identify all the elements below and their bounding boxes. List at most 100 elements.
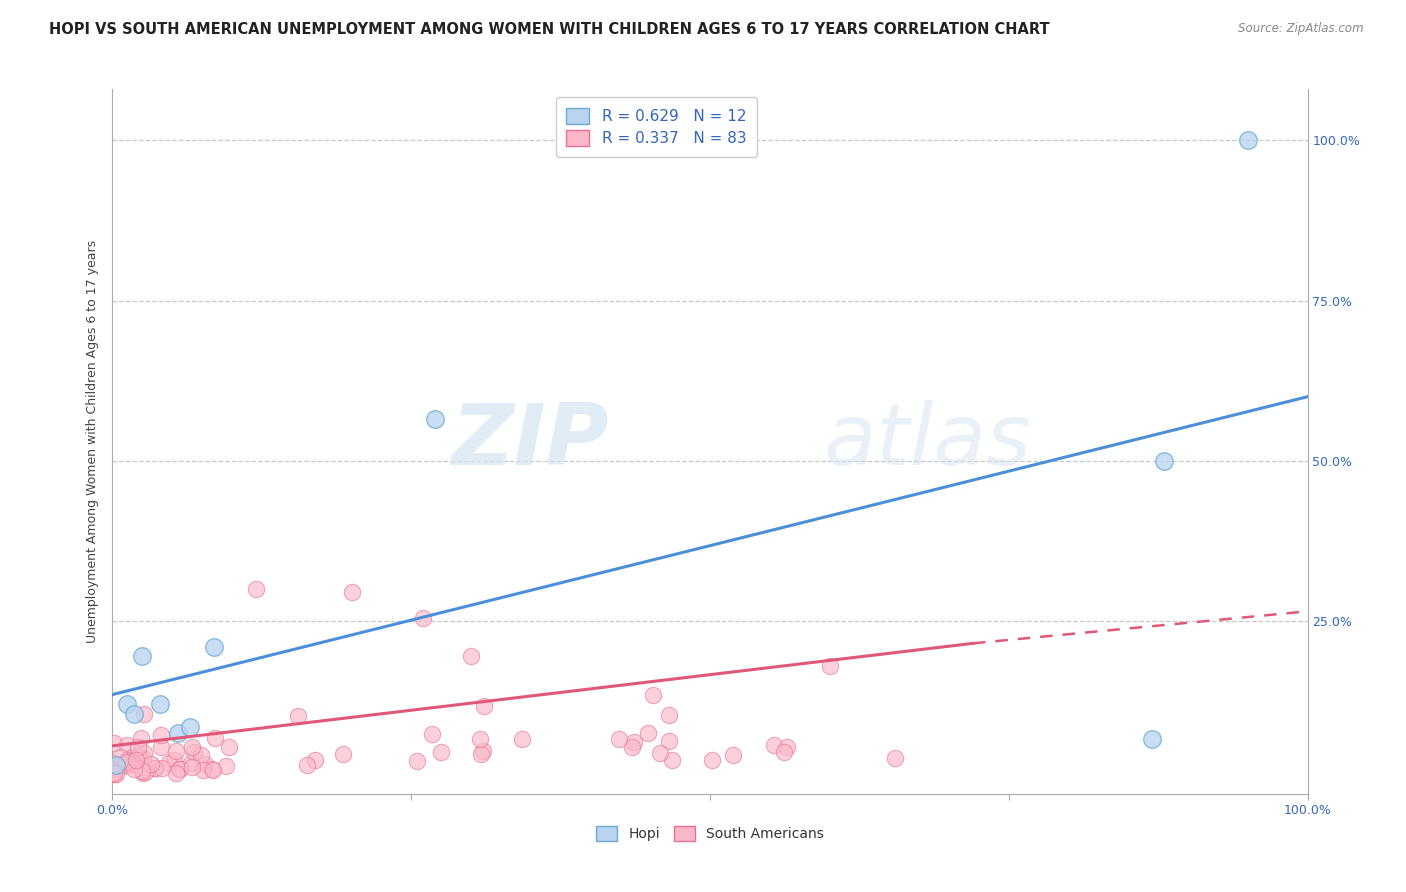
- Point: [127, 739, 149, 754]
- Point: [702, 753, 724, 767]
- Point: [190, 747, 212, 762]
- Point: [114, 756, 136, 770]
- Point: [105, 758, 128, 772]
- Point: [773, 746, 796, 760]
- Point: [134, 764, 156, 779]
- Point: [818, 658, 841, 673]
- Point: [658, 707, 681, 722]
- Point: [105, 761, 128, 775]
- Point: [245, 582, 267, 596]
- Point: [117, 753, 139, 767]
- Point: [165, 766, 187, 780]
- Point: [661, 753, 683, 767]
- Point: [165, 744, 187, 758]
- Point: [167, 762, 190, 776]
- Point: [218, 740, 240, 755]
- Point: [194, 757, 217, 772]
- Point: [468, 731, 491, 746]
- Point: [623, 735, 645, 749]
- Point: [115, 697, 138, 711]
- Point: [472, 744, 495, 758]
- Legend: Hopi, South Americans: Hopi, South Americans: [591, 821, 830, 847]
- Point: [120, 751, 142, 765]
- Point: [430, 745, 453, 759]
- Point: [150, 761, 173, 775]
- Point: [181, 740, 204, 755]
- Point: [180, 756, 202, 771]
- Point: [117, 758, 139, 772]
- Point: [215, 759, 238, 773]
- Point: [149, 728, 172, 742]
- Point: [167, 726, 190, 740]
- Point: [470, 747, 492, 761]
- Point: [510, 732, 533, 747]
- Point: [163, 753, 186, 767]
- Point: [139, 756, 162, 771]
- Point: [169, 762, 191, 776]
- Point: [621, 739, 644, 754]
- Point: [763, 739, 786, 753]
- Point: [202, 763, 225, 777]
- Point: [1142, 732, 1164, 747]
- Point: [460, 649, 482, 664]
- Point: [643, 688, 665, 702]
- Point: [131, 649, 153, 664]
- Text: Source: ZipAtlas.com: Source: ZipAtlas.com: [1239, 22, 1364, 36]
- Point: [104, 767, 127, 781]
- Point: [609, 731, 631, 746]
- Point: [103, 736, 125, 750]
- Point: [108, 749, 131, 764]
- Point: [191, 764, 214, 778]
- Point: [883, 751, 905, 765]
- Point: [405, 754, 427, 768]
- Point: [332, 747, 354, 761]
- Point: [287, 708, 309, 723]
- Text: ZIP: ZIP: [451, 400, 609, 483]
- Point: [103, 767, 125, 781]
- Point: [117, 756, 139, 770]
- Point: [110, 759, 132, 773]
- Point: [145, 761, 167, 775]
- Point: [204, 731, 226, 745]
- Point: [201, 762, 224, 776]
- Point: [128, 749, 150, 764]
- Point: [157, 756, 180, 770]
- Text: HOPI VS SOUTH AMERICAN UNEMPLOYMENT AMONG WOMEN WITH CHILDREN AGES 6 TO 17 YEARS: HOPI VS SOUTH AMERICAN UNEMPLOYMENT AMON…: [49, 22, 1050, 37]
- Point: [132, 766, 155, 780]
- Point: [132, 746, 155, 760]
- Point: [122, 763, 145, 777]
- Point: [1237, 133, 1260, 147]
- Point: [115, 738, 138, 752]
- Point: [149, 697, 172, 711]
- Point: [103, 766, 125, 780]
- Point: [145, 761, 167, 775]
- Point: [340, 585, 363, 599]
- Point: [425, 412, 447, 426]
- Point: [122, 706, 145, 721]
- Point: [180, 760, 202, 774]
- Point: [474, 699, 496, 714]
- Point: [103, 756, 125, 771]
- Point: [648, 746, 671, 760]
- Point: [422, 727, 444, 741]
- Point: [124, 756, 146, 771]
- Y-axis label: Unemployment Among Women with Children Ages 6 to 17 years: Unemployment Among Women with Children A…: [86, 240, 100, 643]
- Point: [202, 640, 225, 654]
- Point: [179, 720, 201, 734]
- Point: [304, 753, 326, 767]
- Point: [129, 731, 152, 745]
- Point: [132, 751, 155, 765]
- Point: [183, 745, 205, 759]
- Point: [131, 764, 153, 778]
- Point: [125, 753, 148, 767]
- Point: [776, 739, 799, 754]
- Point: [658, 734, 681, 748]
- Point: [723, 747, 745, 762]
- Point: [297, 757, 319, 772]
- Point: [134, 706, 156, 721]
- Point: [150, 739, 173, 754]
- Text: atlas: atlas: [824, 400, 1032, 483]
- Point: [124, 756, 146, 771]
- Point: [1153, 454, 1175, 468]
- Point: [412, 610, 434, 624]
